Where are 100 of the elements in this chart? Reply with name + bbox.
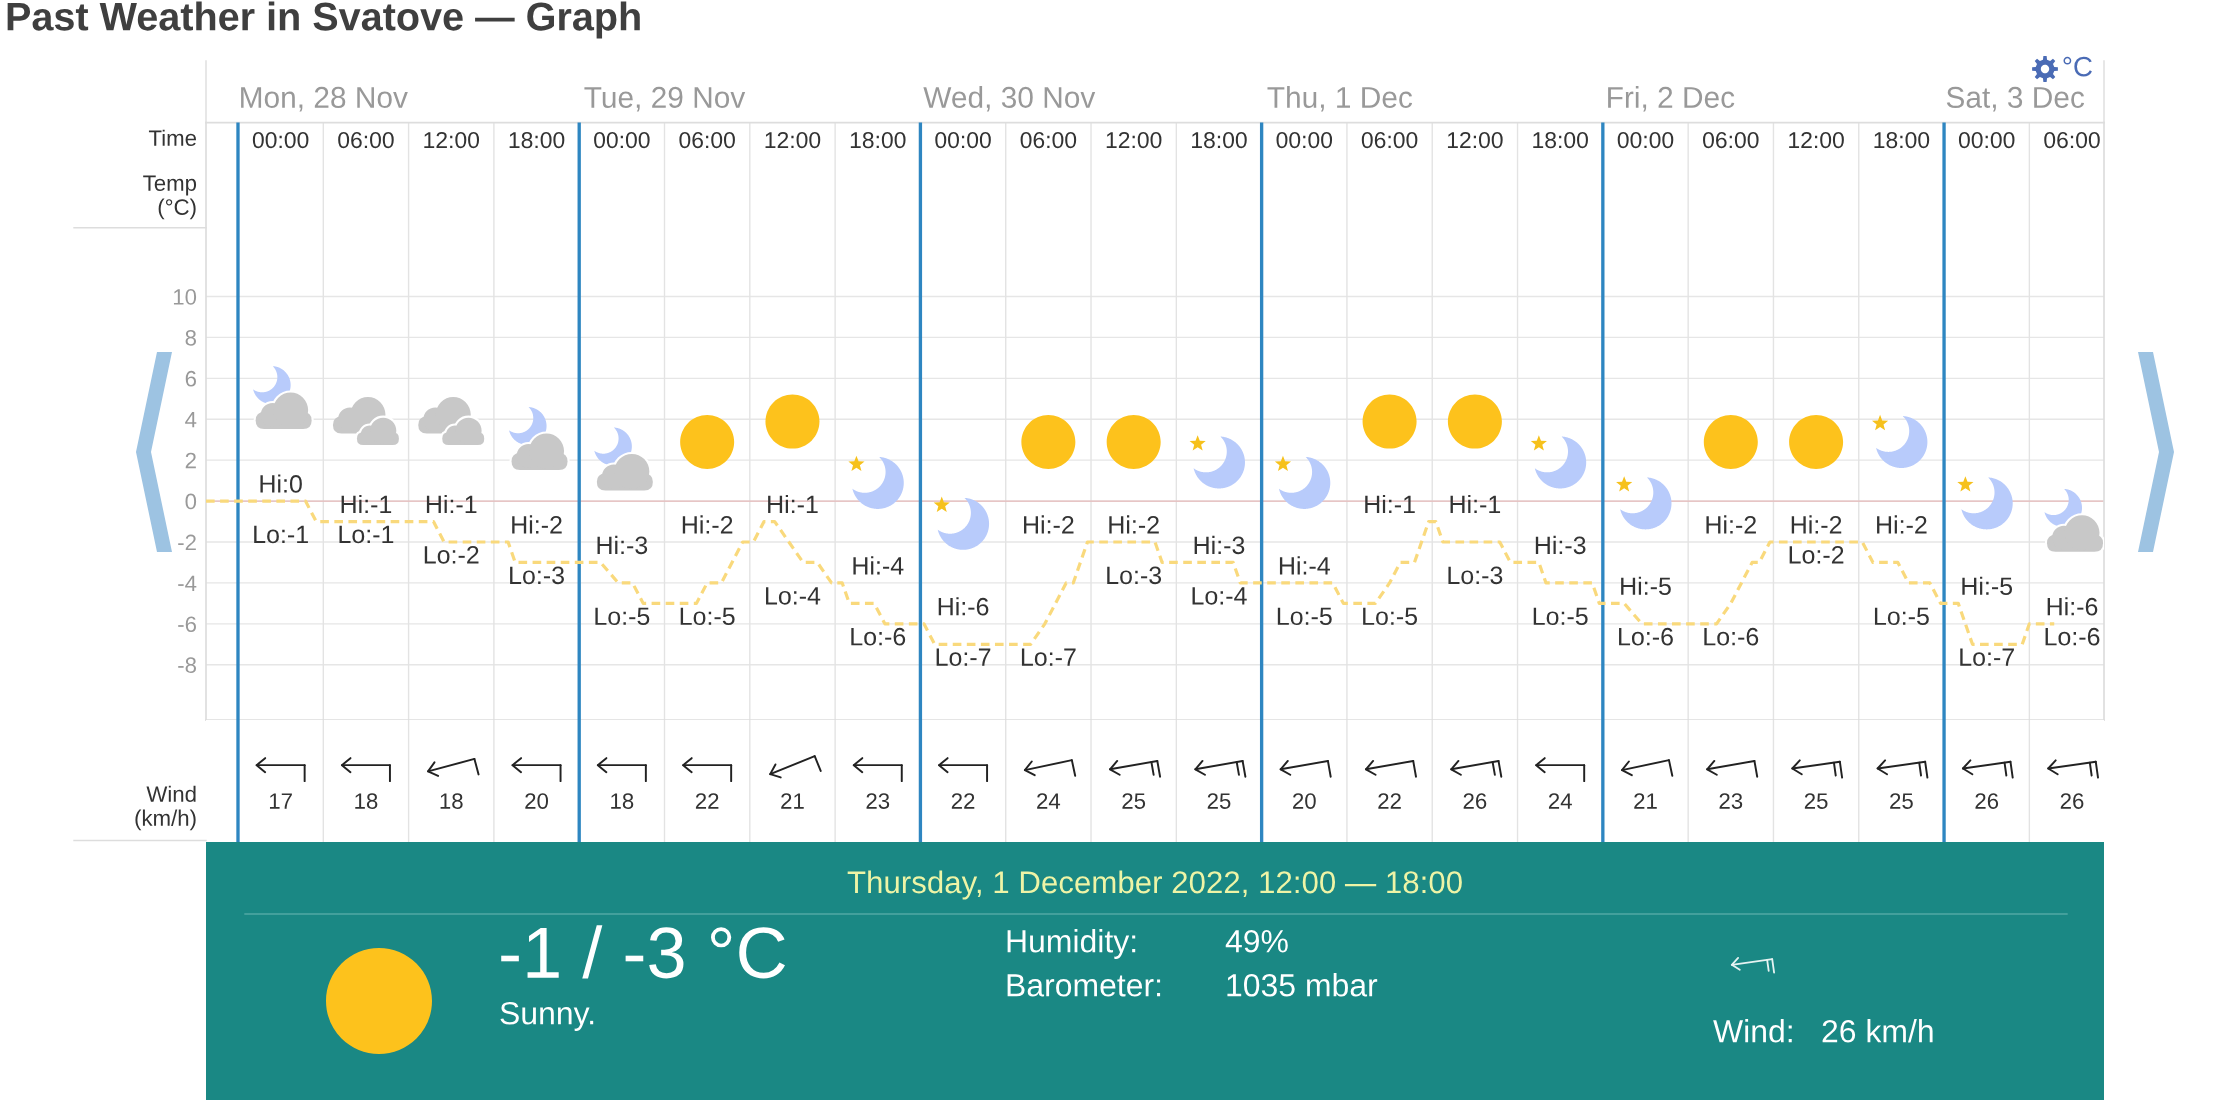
data-label: 22 — [951, 793, 975, 809]
annotation: Hi:-2 — [1791, 515, 1842, 534]
text: Barometer: — [1007, 974, 1161, 997]
x-tick-label: 12:00 — [765, 131, 821, 149]
x2-tick-label: Sat, 3 Dec — [1946, 86, 2085, 112]
annotation: Lo:-5 — [680, 607, 735, 626]
y-tick-label: -2 — [178, 534, 196, 551]
y-tick-label: 0 — [185, 493, 197, 510]
y-axis-title: Temp (°C) — [143, 175, 197, 220]
y-tick-label: -4 — [178, 575, 197, 591]
annotation: Hi:-1 — [341, 494, 392, 514]
x-tick-label: 06:00 — [1361, 131, 1418, 149]
annotation: Hi:-4 — [1279, 556, 1330, 575]
annotation: Hi:-6 — [938, 597, 989, 616]
annotation: Hi:-2 — [1877, 515, 1927, 534]
x-tick-label: 06:00 — [338, 131, 394, 149]
data-label: 26 — [2060, 793, 2084, 809]
y-tick-label: 10 — [173, 289, 197, 305]
x-tick-label: 06:00 — [679, 131, 735, 149]
x-tick-label: 06:00 — [2044, 131, 2100, 149]
annotation: Hi:-4 — [853, 556, 904, 575]
annotation: Lo:-5 — [1277, 607, 1332, 626]
data-label: 24 — [1037, 793, 1061, 809]
annotation: Hi:-3 — [1194, 535, 1245, 555]
annotation: Hi:0 — [260, 474, 302, 493]
x2-tick-label: Tue, 29 Nov — [584, 86, 746, 112]
annotation: Lo:-3 — [510, 566, 564, 585]
data-label: 18 — [440, 793, 463, 809]
annotation: Hi:-2 — [682, 515, 733, 534]
annotation: Lo:-6 — [1704, 627, 1759, 646]
x-tick-label: 18:00 — [1192, 131, 1247, 149]
data-label: 26 — [1975, 793, 1999, 809]
text: -1 / -3 °C — [501, 925, 785, 979]
annotation: Lo:-2 — [424, 546, 479, 564]
annotation: Lo:-4 — [766, 587, 821, 605]
y-tick-label: -6 — [178, 616, 196, 633]
text: Thursday, 1 December 2022, 12:00 — 18:00 — [847, 870, 1462, 900]
data-label: 23 — [1719, 793, 1743, 809]
annotation: Lo:-1 — [339, 525, 394, 544]
y-tick-label: 2 — [185, 452, 196, 469]
annotation: Hi:-2 — [1706, 515, 1756, 534]
text: 26 km/h — [1822, 1019, 1933, 1043]
x-tick-label: 00:00 — [1958, 131, 2015, 149]
annotation: Lo:-3 — [1107, 566, 1162, 585]
x-tick-label: 12:00 — [424, 131, 480, 149]
x-tick-label: 12:00 — [1789, 131, 1844, 149]
annotation: Lo:-5 — [1874, 607, 1929, 626]
annotation: Lo:-2 — [1789, 546, 1844, 564]
annotation: Hi:-2 — [1024, 515, 1074, 534]
annotation: Hi:-1 — [768, 494, 818, 514]
x-tick-label: 06:00 — [1703, 131, 1759, 149]
annotation: Hi:-1 — [1365, 494, 1415, 514]
annotation: Lo:-6 — [1619, 627, 1673, 646]
text: 49% — [1225, 929, 1288, 953]
x-tick-label: 06:00 — [1020, 131, 1077, 149]
annotation: Lo:-6 — [2045, 627, 2100, 646]
annotation: Lo:-7 — [1021, 648, 1076, 667]
annotation: Lo:-7 — [1960, 648, 2014, 667]
annotation: Lo:-6 — [851, 627, 906, 646]
annotation: Hi:-1 — [426, 494, 477, 514]
data-label: 26 — [1463, 793, 1487, 809]
x-tick-label: 00:00 — [594, 131, 650, 149]
text: 1035 mbar — [1227, 973, 1378, 997]
data-label: 24 — [1548, 793, 1572, 809]
y-tick-label: 8 — [185, 329, 197, 346]
annotation: Lo:-3 — [1448, 566, 1503, 585]
data-label: 18 — [611, 793, 634, 809]
data-label: 25 — [1804, 793, 1828, 809]
x-tick-label: 18:00 — [850, 131, 906, 149]
x2-tick-label: Mon, 28 Nov — [241, 86, 408, 112]
x-axis-title: Time — [148, 129, 197, 146]
data-label: 20 — [1293, 793, 1316, 809]
data-label: 22 — [695, 793, 719, 809]
data-label: 20 — [525, 793, 549, 809]
annotation: Hi:-1 — [1450, 494, 1501, 514]
annotation: Lo:-5 — [595, 607, 650, 626]
data-label: 23 — [866, 793, 890, 809]
annotation: Hi:-2 — [512, 515, 562, 534]
chart-title: Past Weather in Svatove — Graph — [7, 1, 640, 39]
text: Sunny. — [500, 1001, 594, 1031]
x-tick-label: 18:00 — [1533, 131, 1588, 149]
annotation: Hi:-5 — [1621, 576, 1671, 596]
annotation: Lo:-4 — [1192, 587, 1247, 605]
x-tick-label: 00:00 — [1276, 131, 1333, 149]
x2-tick-label: Wed, 30 Nov — [923, 86, 1096, 112]
data-label: 17 — [269, 793, 292, 809]
annotation: Hi:-2 — [1109, 515, 1159, 534]
annotation: Hi:-3 — [597, 535, 648, 555]
x-tick-label: 00:00 — [935, 131, 991, 149]
y-tick-label: 4 — [185, 412, 197, 428]
data-label: 25 — [1207, 793, 1231, 809]
data-label: 18 — [355, 793, 378, 809]
data-label: 25 — [1890, 793, 1913, 809]
text: Wind: — [1713, 1019, 1792, 1043]
annotation: Hi:-5 — [1962, 576, 2013, 596]
x-tick-label: 18:00 — [1874, 131, 1930, 149]
text: Wind (km/h) — [135, 785, 196, 831]
text: Humidity: — [1007, 929, 1136, 959]
x2-tick-label: Fri, 2 Dec — [1608, 86, 1735, 112]
annotation: Lo:-5 — [1363, 607, 1418, 626]
